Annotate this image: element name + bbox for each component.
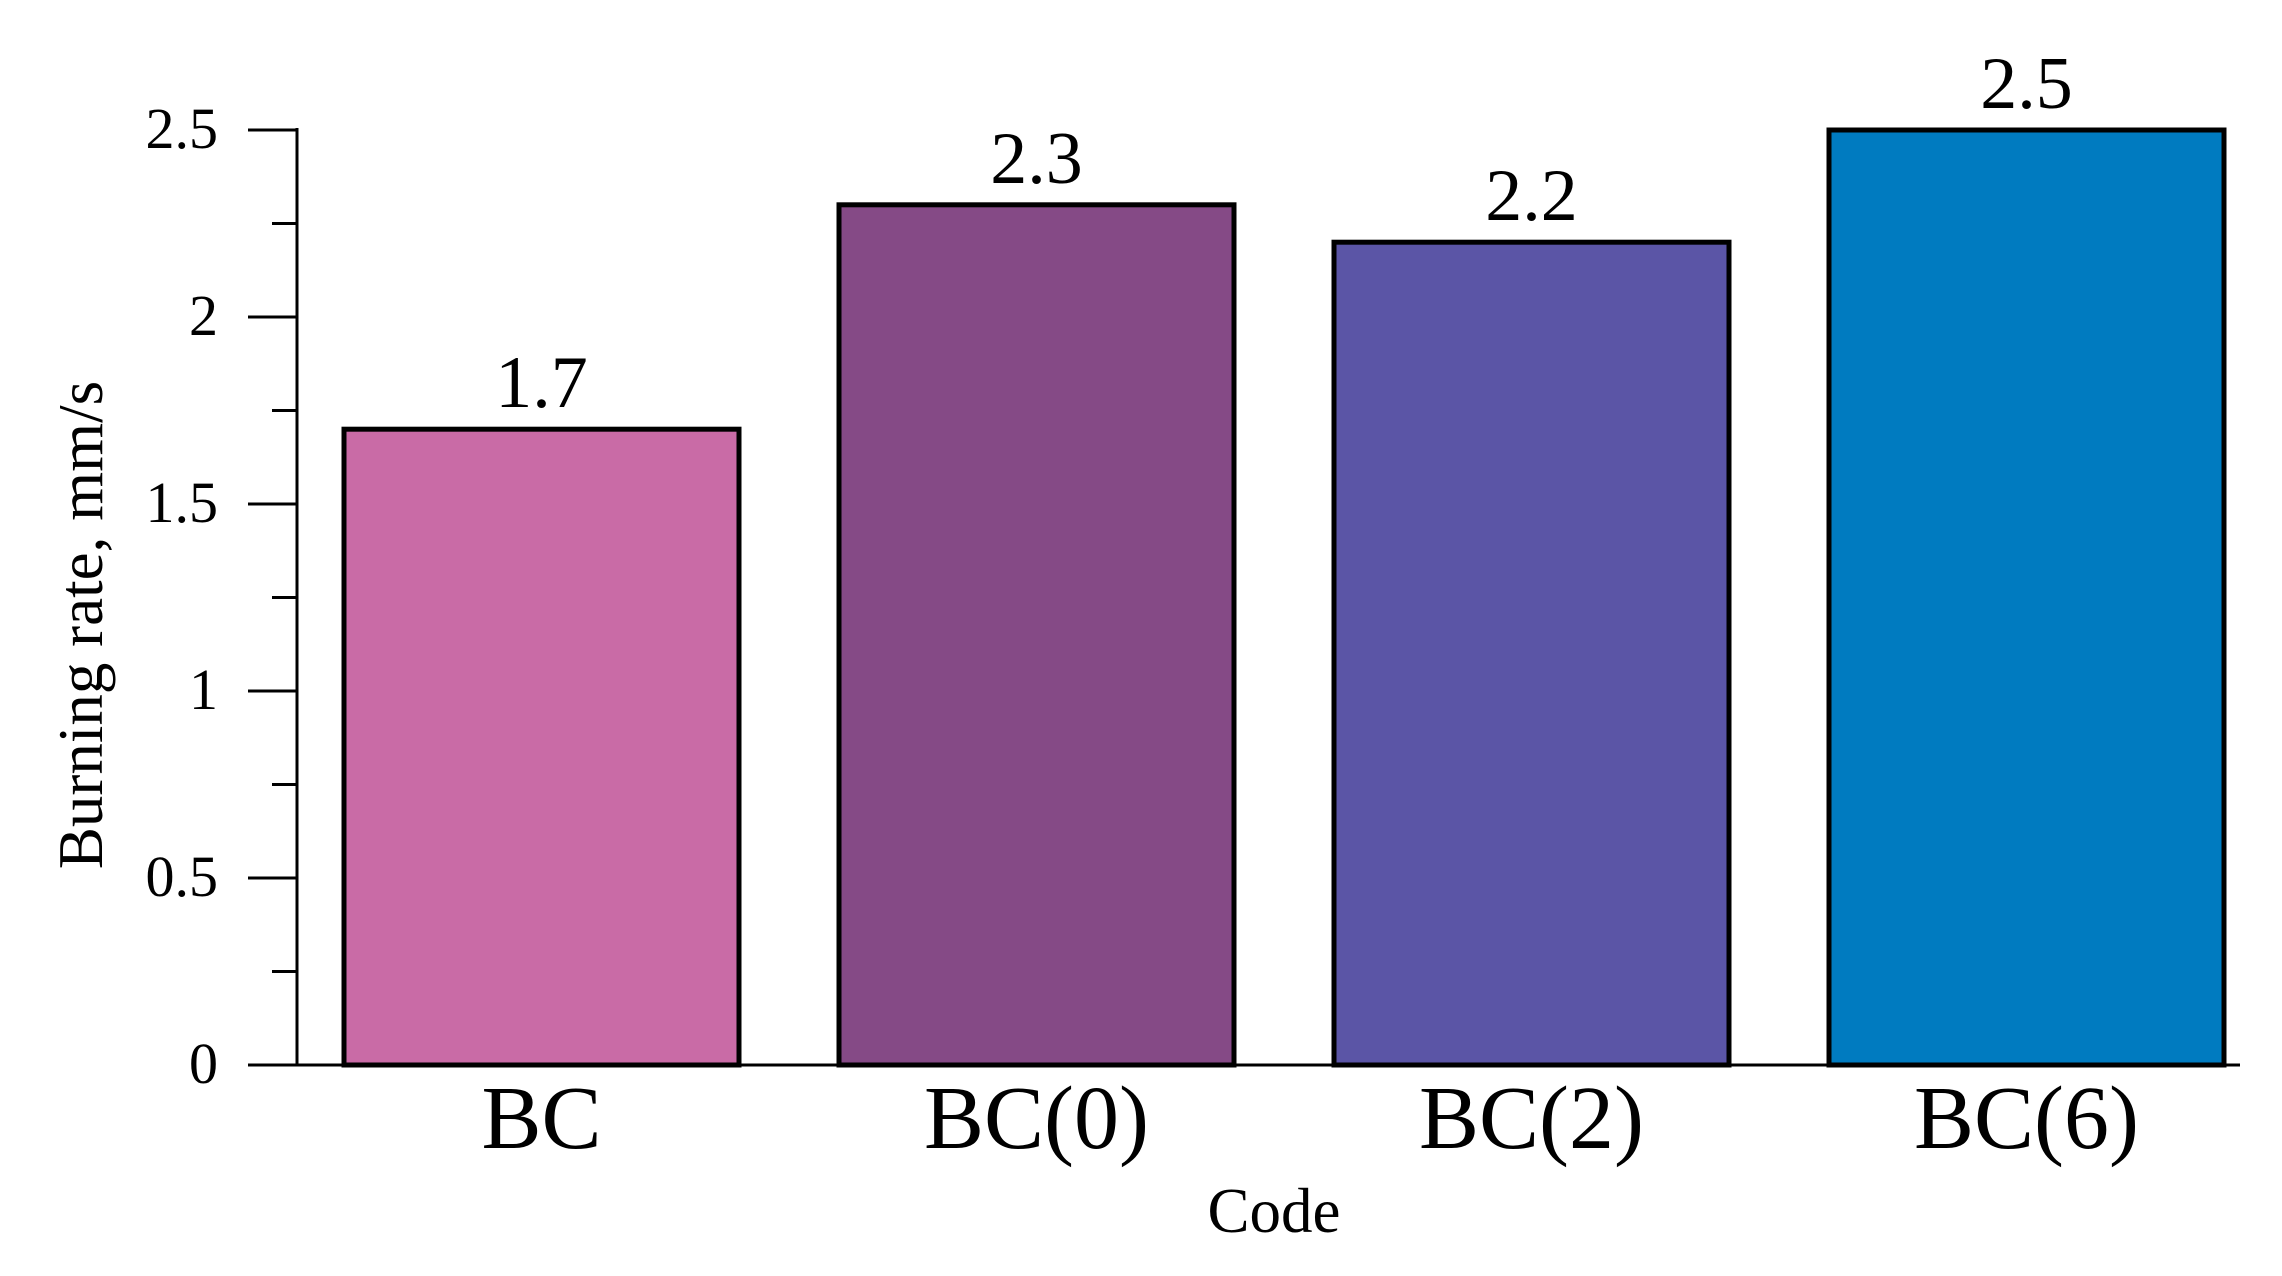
bar-1 (836, 202, 1237, 1068)
bar-0 (341, 426, 742, 1068)
y-axis-title: Burning rate, mm/s (46, 381, 116, 869)
y-tick-label-2: 1 (189, 657, 218, 722)
labels-layer: Burning rate, mm/s Code 1.7 BC 2.3 BC(0) 2.2… (46, 43, 2139, 1246)
data-label-3: 2.5 (1980, 43, 2073, 125)
y-tick-label-1: 0.5 (146, 844, 219, 909)
bars-layer (341, 127, 2227, 1068)
y-tick-label-0: 0 (189, 1031, 218, 1096)
x-tick-label-2: BC(2) (1419, 1069, 1644, 1168)
x-tick-label-1: BC(0) (924, 1069, 1149, 1168)
x-tick-label-0: BC (481, 1069, 601, 1168)
bar-3 (1826, 127, 2227, 1068)
axes-layer (248, 128, 2240, 1067)
x-axis-title: Code (1208, 1176, 1341, 1246)
data-label-1: 2.3 (990, 118, 1083, 200)
bar-2 (1331, 239, 1732, 1068)
data-label-2: 2.2 (1485, 155, 1578, 237)
y-tick-label-3: 1.5 (146, 470, 219, 535)
x-tick-label-3: BC(6) (1914, 1069, 2139, 1168)
data-label-0: 1.7 (495, 342, 588, 424)
y-tick-label-4: 2 (189, 283, 218, 348)
y-tick-label-5: 2.5 (146, 96, 219, 161)
